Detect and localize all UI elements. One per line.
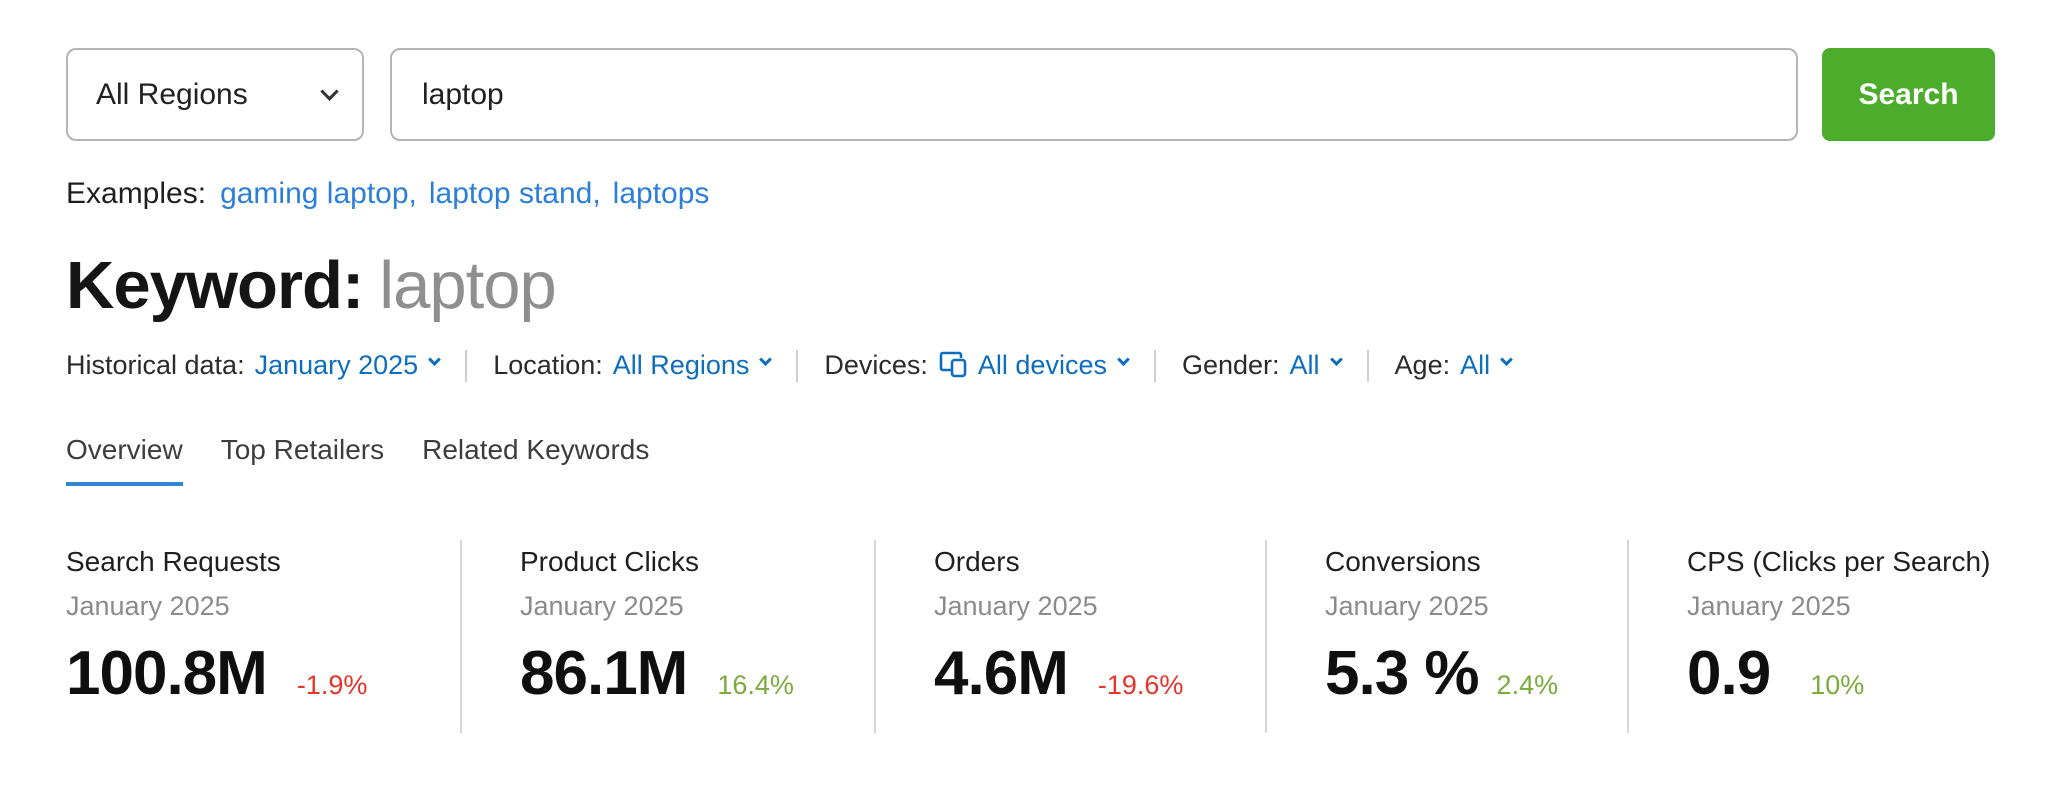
metric-card-cps: CPS (Clicks per Search) January 2025 0.9… (1627, 540, 1995, 734)
search-button[interactable]: Search (1822, 48, 1995, 141)
metric-period: January 2025 (520, 591, 684, 622)
example-link-3[interactable]: laptops (612, 177, 710, 210)
keyword-value: laptop (379, 248, 557, 323)
metric-title: Search Requests (66, 546, 281, 578)
example-link-1[interactable]: gaming laptop, (220, 177, 417, 210)
filter-label: Historical data: (66, 350, 245, 381)
filter-location[interactable]: Location: All Regions (493, 350, 773, 381)
metric-value: 4.6M (934, 639, 1069, 709)
region-select-value: All Regions (96, 77, 248, 111)
metric-value: 100.8M (66, 639, 268, 709)
filter-label: Age: (1394, 350, 1451, 381)
region-select[interactable]: All Regions (66, 48, 364, 141)
filter-label: Location: (493, 350, 603, 381)
tab-top-retailers[interactable]: Top Retailers (220, 434, 385, 466)
keyword-label: Keyword: (66, 248, 364, 323)
example-link-2[interactable]: laptop stand, (428, 177, 601, 210)
metric-value: 5.3 % (1325, 639, 1480, 709)
tab-overview[interactable]: Overview (66, 434, 183, 487)
metric-value: 86.1M (520, 639, 688, 709)
search-input[interactable] (390, 48, 1798, 141)
page: All Regions Search Examples: gaming lapto… (66, 48, 1995, 734)
metric-title: Conversions (1325, 546, 1481, 578)
filter-divider (796, 349, 799, 382)
chevron-down-icon (1117, 353, 1130, 367)
tab-bar: Overview Top Retailers Related Keywords (66, 434, 1995, 487)
metric-title: Orders (934, 546, 1020, 578)
metric-card-search-requests: Search Requests January 2025 100.8M -1.9… (66, 540, 460, 733)
filter-value: All Regions (612, 350, 750, 381)
metric-card-conversions: Conversions January 2025 5.3 % 2.4% (1265, 540, 1627, 734)
chevron-down-icon (1500, 353, 1513, 367)
metric-card-orders: Orders January 2025 4.6M -19.6% (874, 540, 1265, 734)
filter-historical-data[interactable]: Historical data: January 2025 (66, 350, 442, 381)
filter-label: Devices: (824, 350, 928, 381)
metric-title: Product Clicks (520, 546, 699, 578)
tab-related-keywords[interactable]: Related Keywords (422, 434, 650, 466)
devices-icon (938, 349, 968, 386)
metric-period: January 2025 (66, 591, 230, 622)
metric-title: CPS (Clicks per Search) (1687, 546, 1991, 578)
metric-value: 0.9 (1687, 639, 1771, 709)
filter-divider (1366, 349, 1369, 382)
metric-change-badge: 16.4% (717, 670, 794, 701)
metric-period: January 2025 (934, 591, 1098, 622)
metric-change-badge: 10% (1810, 670, 1865, 701)
filter-row: Historical data: January 2025 Location: … (66, 347, 1995, 384)
page-title: Keyword: laptop (66, 248, 1995, 323)
metric-period: January 2025 (1687, 591, 1851, 622)
chevron-down-icon (759, 353, 773, 367)
metric-period: January 2025 (1325, 591, 1489, 622)
filter-gender[interactable]: Gender: All (1181, 350, 1343, 381)
examples-label: Examples: (66, 177, 207, 210)
chevron-down-icon (320, 82, 339, 101)
filter-devices[interactable]: Devices: All devices (824, 347, 1130, 386)
metric-change-badge: -19.6% (1097, 670, 1184, 701)
filter-value: January 2025 (254, 350, 419, 381)
filter-value: All devices (977, 350, 1107, 381)
filter-value: All (1460, 350, 1491, 381)
examples-row: Examples: gaming laptop, laptop stand, lapt… (66, 177, 1995, 211)
chevron-down-icon (1329, 353, 1343, 367)
filter-value: All (1289, 350, 1320, 381)
metric-change-badge: 2.4% (1496, 670, 1559, 701)
metrics-row: Search Requests January 2025 100.8M -1.9… (66, 540, 1995, 734)
metric-change-badge: -1.9% (296, 670, 368, 701)
filter-label: Gender: (1181, 350, 1280, 381)
filter-divider (1153, 349, 1156, 382)
chevron-down-icon (428, 353, 442, 367)
filter-age[interactable]: Age: All (1394, 350, 1513, 381)
filter-divider (465, 349, 468, 382)
search-bar: All Regions Search (66, 48, 1995, 141)
metric-card-product-clicks: Product Clicks January 2025 86.1M 16.4% (460, 540, 874, 734)
